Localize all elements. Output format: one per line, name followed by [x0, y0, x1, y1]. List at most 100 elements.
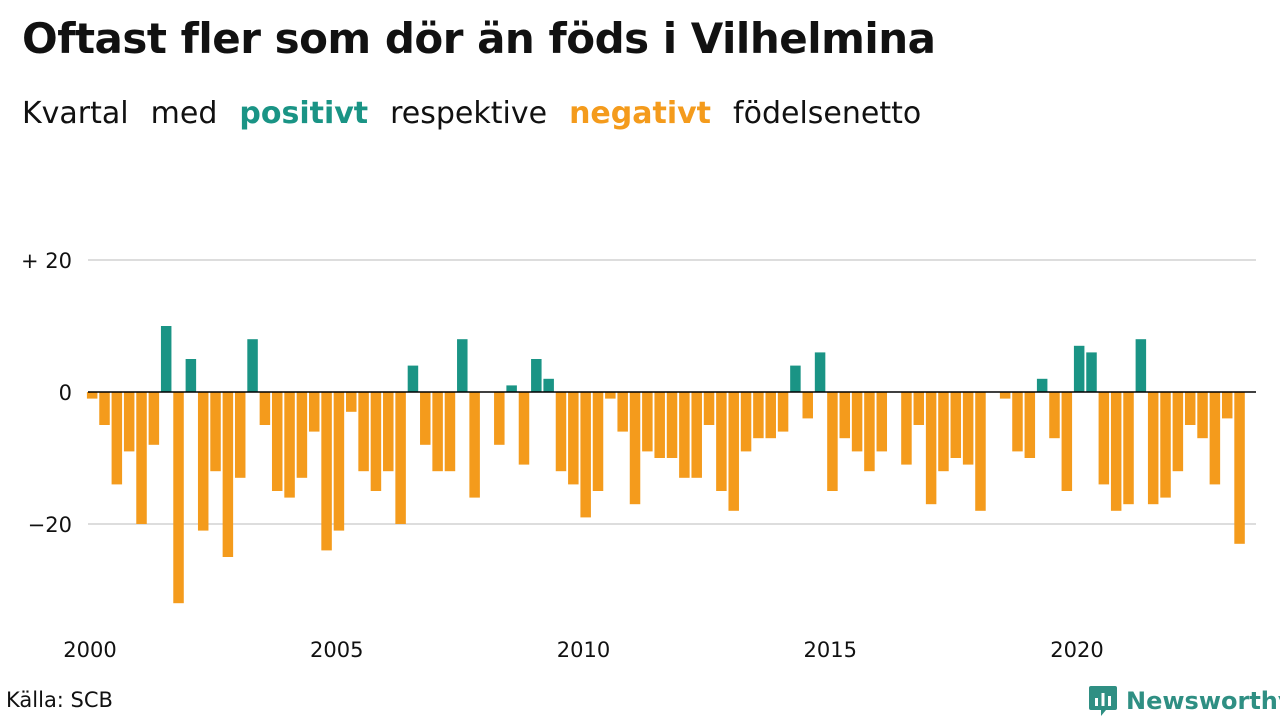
- bar: [86, 392, 98, 399]
- bar: [395, 392, 406, 524]
- x-tick-label: 2010: [557, 638, 610, 662]
- bar: [247, 339, 258, 392]
- bar: [148, 392, 160, 445]
- x-tick-label: 2000: [63, 638, 116, 662]
- y-tick-label: 0: [59, 381, 72, 405]
- bar: [234, 392, 246, 478]
- bar: [938, 392, 949, 472]
- bar: [629, 392, 641, 505]
- bar: [1160, 392, 1171, 498]
- bar: [432, 392, 443, 472]
- bar: [1135, 339, 1147, 392]
- bar: [1036, 378, 1048, 392]
- bar: [296, 392, 308, 478]
- bar: [962, 392, 974, 465]
- bar: [271, 392, 283, 491]
- bar: [851, 392, 863, 452]
- bar: [913, 392, 925, 425]
- bar: [111, 392, 123, 485]
- bar: [827, 392, 838, 491]
- bar: [469, 392, 480, 498]
- bar: [753, 392, 764, 439]
- bar: [518, 392, 530, 465]
- bar: [370, 392, 382, 491]
- bar: [383, 392, 394, 472]
- bar: [1086, 352, 1097, 392]
- bar: [876, 392, 888, 452]
- bar: [1221, 392, 1233, 419]
- bar: [592, 392, 604, 491]
- bar: [1123, 392, 1134, 505]
- subtitle-word-respektive: respektive: [390, 96, 548, 131]
- bar: [308, 392, 320, 432]
- legend-negative-label: negativt: [569, 96, 712, 131]
- bar: [654, 392, 665, 458]
- bar: [1012, 392, 1023, 452]
- source-note: Källa: SCB: [6, 688, 113, 712]
- bar: [1209, 392, 1221, 485]
- bar-chart: + 20 0 −20 2000 2005 2010 2015 2020: [21, 249, 1256, 662]
- bar: [284, 392, 295, 498]
- gridlines: [88, 259, 1256, 525]
- bar: [407, 365, 419, 392]
- bar: [185, 359, 197, 392]
- bar: [1098, 392, 1110, 485]
- y-tick-label: −20: [28, 513, 72, 537]
- bar: [802, 392, 813, 419]
- bar: [568, 392, 579, 485]
- bar: [123, 392, 135, 452]
- bar: [457, 339, 468, 392]
- bar: [1073, 345, 1085, 392]
- bar: [420, 392, 431, 445]
- bar: [1049, 392, 1060, 439]
- bar: [605, 392, 616, 399]
- bar: [99, 392, 110, 425]
- x-tick-label: 2020: [1050, 638, 1103, 662]
- bar: [444, 392, 456, 472]
- bar: [531, 359, 542, 392]
- bar: [555, 392, 567, 472]
- bar: [160, 326, 172, 392]
- x-tick-label: 2005: [310, 638, 363, 662]
- bar: [321, 392, 332, 551]
- bar: [346, 392, 357, 412]
- bar: [259, 392, 271, 425]
- bar: [494, 392, 505, 445]
- brand-name: Newsworthy: [1126, 687, 1280, 715]
- x-tick-label: 2015: [804, 638, 857, 662]
- bar: [740, 392, 752, 452]
- bar: [864, 392, 875, 472]
- bar: [691, 392, 702, 478]
- bar: [1184, 392, 1196, 425]
- newsworthy-logo-icon: [1089, 686, 1117, 716]
- chart-subtitle: Kvartal med positivt respektive negativt föde…: [22, 96, 943, 131]
- bar: [925, 392, 937, 505]
- bar: [666, 392, 678, 458]
- bar: [1147, 392, 1159, 505]
- bar: [1110, 392, 1122, 511]
- bar: [839, 392, 851, 439]
- bar: [716, 392, 727, 491]
- brand-logo: Newsworthy: [1088, 684, 1280, 718]
- subtitle-word-kvartal: Kvartal: [22, 96, 129, 131]
- bar: [777, 392, 789, 432]
- bar: [197, 392, 209, 531]
- bar: [999, 392, 1011, 399]
- bar: [173, 392, 184, 604]
- bar: [765, 392, 776, 439]
- bar: [1234, 392, 1245, 544]
- bar: [136, 392, 147, 524]
- bar: [703, 392, 715, 425]
- subtitle-word-fodelsenetto: födelsenetto: [733, 96, 922, 131]
- bar: [358, 392, 369, 472]
- bar: [1197, 392, 1208, 439]
- bar: [222, 392, 234, 557]
- subtitle-word-med: med: [150, 96, 218, 131]
- bar: [1172, 392, 1184, 472]
- bar: [1061, 392, 1073, 491]
- axes: + 20 0 −20 2000 2005 2010 2015 2020: [21, 249, 1256, 662]
- bar: [506, 385, 517, 392]
- bar: [679, 392, 690, 478]
- bar: [210, 392, 221, 472]
- legend-positive-label: positivt: [239, 96, 369, 131]
